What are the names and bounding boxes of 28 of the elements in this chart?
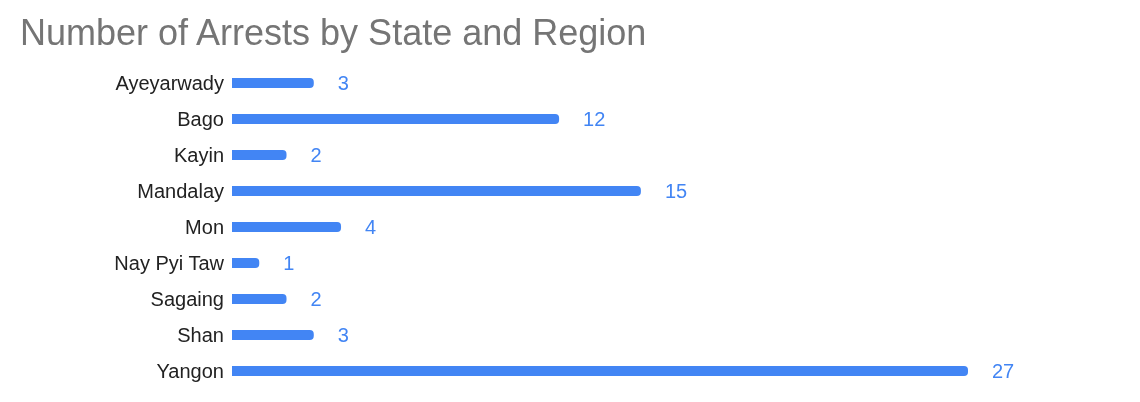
y-tick-label: Bago (177, 108, 224, 131)
data-label: 2 (310, 144, 322, 167)
bar (232, 257, 260, 268)
data-label: 1 (283, 252, 295, 275)
data-label: 15 (664, 180, 688, 203)
bar (232, 113, 560, 124)
data-label: 4 (365, 216, 377, 239)
y-tick-label: Shan (177, 324, 224, 347)
bar (232, 293, 287, 304)
bar (232, 185, 641, 196)
chart-title: Number of Arrests by State and Region (20, 11, 648, 55)
bar (232, 149, 287, 160)
y-tick-label: Sagaing (150, 288, 224, 311)
bar (232, 365, 968, 376)
y-tick-label: Mandalay (137, 180, 224, 203)
bar (232, 77, 314, 88)
data-label: 3 (337, 324, 349, 347)
y-tick-label: Mon (185, 216, 224, 239)
bar (232, 329, 314, 340)
y-tick-label: Ayeyarwady (115, 72, 224, 95)
y-tick-label: Nay Pyi Taw (114, 252, 225, 275)
y-tick-label: Yangon (156, 360, 224, 383)
y-tick-label: Kayin (173, 144, 224, 167)
bar (232, 221, 342, 232)
data-label: 27 (992, 360, 1015, 383)
data-label: 3 (337, 72, 349, 95)
data-label: 2 (310, 288, 322, 311)
data-label: 12 (583, 108, 606, 131)
